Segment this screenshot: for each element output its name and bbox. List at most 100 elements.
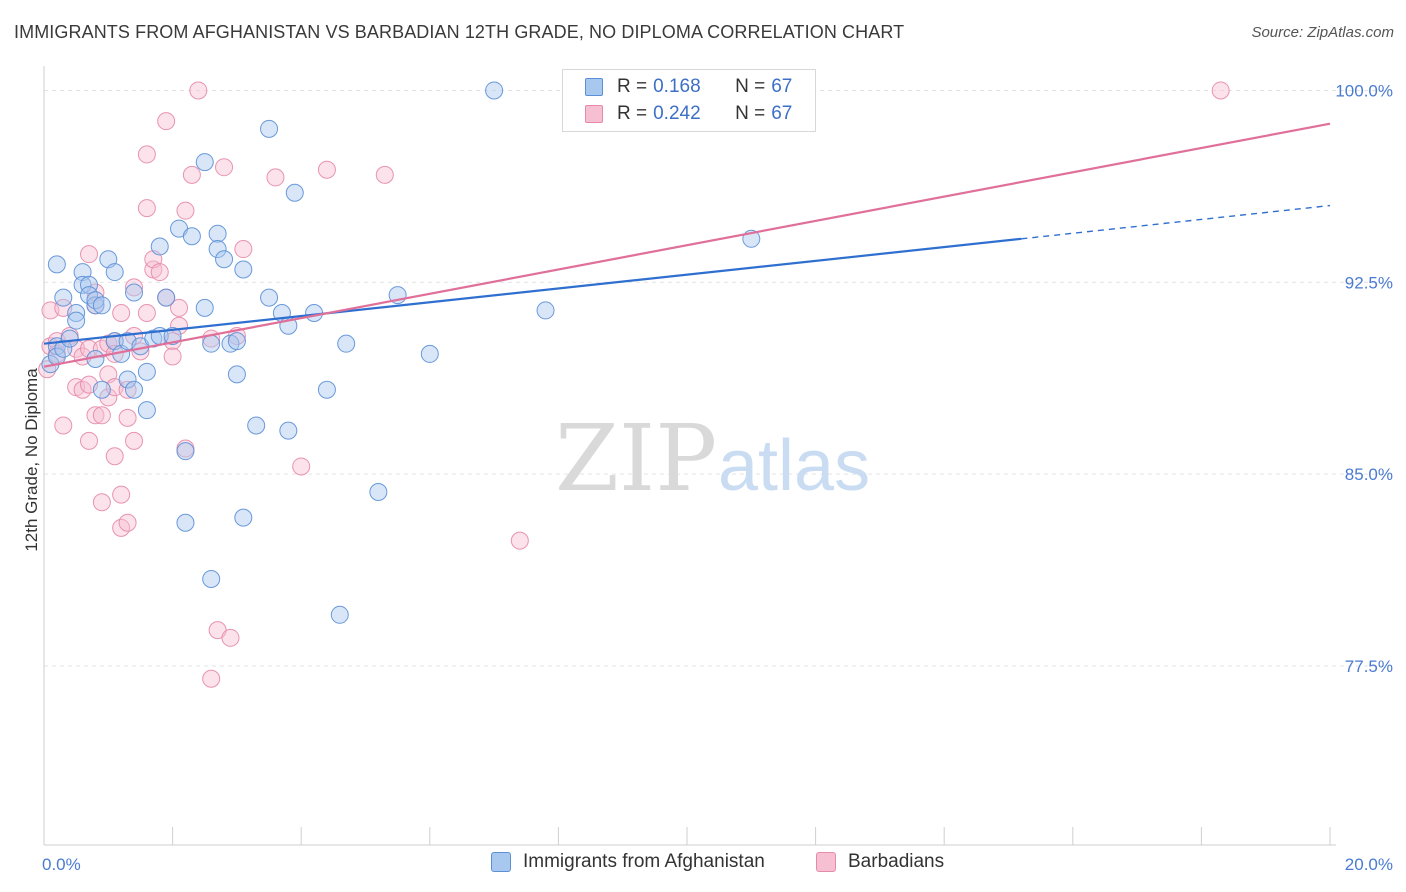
afghanistan-point: [317, 380, 336, 399]
barbadians-point: [266, 168, 285, 187]
y-tick-label: 77.5%: [1345, 657, 1393, 676]
afghanistan-point: [176, 513, 195, 532]
afghanistan-point: [67, 311, 86, 330]
legend-r-value: 0.168: [653, 76, 701, 97]
legend-swatch-blue: [585, 78, 603, 96]
barbadians-point: [157, 112, 176, 131]
afghanistan-point: [182, 227, 201, 246]
barbadians-point: [92, 406, 111, 425]
afghanistan-point: [92, 380, 111, 399]
afghanistan-point: [227, 365, 246, 384]
barbadians-point: [202, 669, 221, 688]
barbadians-point: [176, 201, 195, 220]
barbadians-point: [221, 628, 240, 647]
watermark: ZIP atlas: [555, 405, 870, 512]
legend-item-barbadians[interactable]: Barbadians: [816, 851, 944, 873]
barbadians-point: [92, 493, 111, 512]
afghanistan-point: [247, 416, 266, 435]
grid-lines: [44, 89, 1394, 667]
barbadians-point: [137, 303, 156, 322]
barbadians-point: [86, 406, 105, 425]
trend-lines: [43, 122, 1331, 368]
legend-swatch-pink: [585, 105, 603, 123]
barbadians-point: [317, 160, 336, 179]
afghanistan-point: [485, 81, 504, 100]
barbadians-point: [80, 431, 99, 450]
legend-row-barbadians: R = 0.242 N = 67: [585, 103, 792, 125]
barbadians-point: [510, 531, 529, 550]
legend-item-label: Immigrants from Afghanistan: [523, 851, 765, 872]
barbadians-point: [234, 240, 253, 259]
afghanistan-point: [137, 362, 156, 381]
legend-n-label: N =: [735, 76, 766, 97]
barbadians-point: [375, 165, 394, 184]
afghanistan-point: [157, 288, 176, 307]
barbadians-point: [125, 278, 144, 297]
afghanistan-points: [41, 81, 761, 624]
barbadians-point: [125, 431, 144, 450]
legend-r-value: 0.242: [653, 103, 701, 124]
barbadians-point: [1211, 81, 1230, 100]
afghanistan-point: [195, 298, 214, 317]
afghanistan-point: [260, 288, 279, 307]
legend-row-afghanistan: R = 0.168 N = 67: [585, 76, 792, 98]
legend-item-label: Barbadians: [848, 851, 945, 872]
barbadians-point: [54, 416, 73, 435]
afghanistan-point: [54, 339, 73, 358]
legend-swatch-blue: [491, 852, 511, 872]
barbadians-point: [182, 165, 201, 184]
barbadians-point: [170, 298, 189, 317]
afghanistan-point: [260, 119, 279, 138]
x-tick-label: 0.0%: [42, 855, 81, 874]
afghanistan-point: [279, 421, 298, 440]
afghanistan-point: [227, 332, 246, 351]
afghanistan-point: [125, 283, 144, 302]
y-tick-labels: 100.0% 92.5% 85.0% 77.5%: [1335, 81, 1393, 675]
afghanistan-point: [105, 263, 124, 282]
chart-title: IMMIGRANTS FROM AFGHANISTAN VS BARBADIAN…: [14, 22, 905, 42]
afghanistan-point: [47, 255, 66, 274]
barbadians-point: [112, 303, 131, 322]
afghanistan-point: [337, 334, 356, 353]
afghanistan-point: [330, 605, 349, 624]
barbadians-point: [163, 347, 182, 366]
afghanistan-point: [60, 329, 79, 348]
barbadians-point: [105, 447, 124, 466]
legend-n-value: 67: [771, 76, 793, 97]
afghanistan-point: [54, 288, 73, 307]
afghanistan-point: [176, 442, 195, 461]
legend-item-afghanistan[interactable]: Immigrants from Afghanistan: [491, 851, 765, 873]
afghanistan-point: [536, 301, 555, 320]
barbadians-point: [112, 485, 131, 504]
afghanistan-point: [195, 153, 214, 172]
axes: [43, 66, 1336, 846]
barbadians-point: [118, 380, 137, 399]
x-tick-label: 20.0%: [1345, 855, 1393, 874]
barbadians-point: [137, 145, 156, 164]
afghanistan-point: [234, 260, 253, 279]
legend-n-label: N =: [735, 103, 766, 124]
barbadians-point: [118, 408, 137, 427]
afghanistan-point: [234, 508, 253, 527]
afghanistan-point: [118, 370, 137, 389]
afghanistan-point: [208, 240, 227, 259]
watermark-zip: ZIP: [555, 405, 717, 512]
y-axis-label: 12th Grade, No Diploma: [22, 368, 41, 552]
afghanistan-point: [137, 401, 156, 420]
barbadians-point: [189, 81, 208, 100]
afghanistan-trend-line: [43, 237, 1022, 345]
afghanistan-point: [92, 296, 111, 315]
barbadians-point: [215, 158, 234, 177]
barbadians-point: [118, 513, 137, 532]
afghanistan-point: [80, 275, 99, 294]
y-tick-label: 92.5%: [1345, 273, 1393, 292]
barbadians-point: [80, 245, 99, 264]
afghanistan-point: [86, 296, 105, 315]
afghanistan-point: [202, 569, 221, 588]
watermark-atlas: atlas: [718, 426, 870, 506]
afghanistan-point: [150, 237, 169, 256]
barbadians-point: [150, 263, 169, 282]
afghanistan-point: [163, 327, 182, 346]
barbadians-point: [292, 457, 311, 476]
